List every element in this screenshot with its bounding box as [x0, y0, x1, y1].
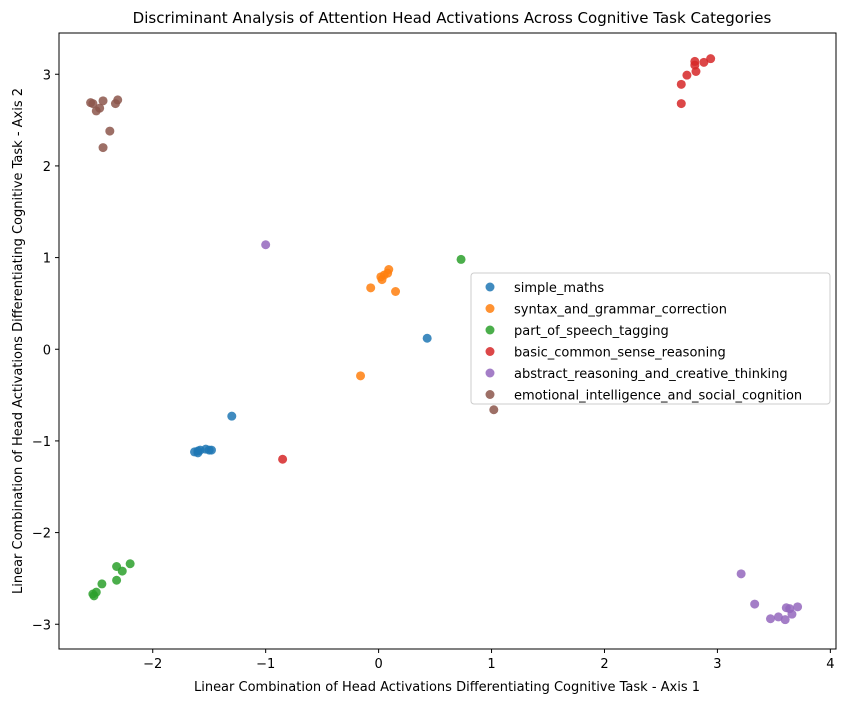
data-point — [391, 287, 401, 296]
x-tick-label: 1 — [487, 657, 495, 672]
x-axis-label: Linear Combination of Head Activations D… — [194, 680, 700, 695]
data-point — [780, 615, 790, 625]
y-tick-label: 3 — [43, 68, 51, 83]
y-axis-label: Linear Combination of Head Activations D… — [11, 88, 26, 594]
legend-label: part_of_speech_tagging — [514, 324, 669, 339]
x-tick-label: −1 — [256, 657, 275, 672]
data-point — [97, 579, 107, 589]
data-point — [676, 99, 686, 109]
y-tick-label: 1 — [43, 252, 51, 267]
data-point — [98, 143, 108, 153]
series-abstract_reasoning_and_creative_thinking — [261, 240, 803, 625]
chart-title: Discriminant Analysis of Attention Head … — [133, 9, 772, 27]
legend: simple_maths syntax_and_grammar_correctio… — [470, 272, 831, 405]
x-tick-label: 3 — [713, 657, 721, 672]
data-point — [206, 445, 216, 455]
data-point — [113, 95, 123, 105]
data-point — [676, 79, 686, 89]
x-tick-label: 4 — [826, 657, 834, 672]
legend-label: abstract_reasoning_and_creative_thinking — [514, 367, 788, 382]
series-emotional_intelligence_and_social_cognition — [86, 95, 499, 415]
legend-marker — [485, 282, 495, 292]
legend-marker — [485, 368, 495, 378]
data-point — [227, 411, 237, 421]
data-points — [86, 54, 803, 625]
data-point — [765, 614, 775, 624]
data-point — [773, 612, 783, 622]
data-point — [105, 126, 115, 136]
data-point — [456, 254, 466, 264]
data-point — [750, 599, 760, 609]
data-point — [691, 67, 701, 76]
legend-marker — [485, 347, 495, 356]
data-point — [384, 265, 394, 274]
legend-marker — [485, 304, 495, 313]
x-axis-ticks: −2 −1 0 1 2 3 4 — [143, 649, 834, 672]
data-point — [366, 283, 376, 293]
series-syntax_and_grammar_correction — [356, 265, 401, 381]
legend-marker — [485, 390, 495, 399]
y-tick-label: 0 — [43, 343, 51, 358]
legend-box — [470, 272, 831, 405]
data-point — [261, 240, 271, 250]
data-point — [88, 99, 98, 109]
y-tick-label: −3 — [32, 618, 51, 633]
data-point — [787, 609, 797, 619]
data-point — [699, 57, 709, 67]
y-tick-label: −2 — [32, 527, 51, 542]
series-simple_maths — [190, 333, 432, 458]
y-axis-ticks: −3 −2 −1 0 1 2 3 — [32, 68, 59, 633]
legend-marker — [485, 325, 495, 335]
data-point — [356, 371, 366, 381]
data-point — [793, 602, 803, 612]
series-basic_common_sense_reasoning — [278, 54, 716, 464]
x-tick-label: −2 — [143, 657, 162, 672]
legend-label: basic_common_sense_reasoning — [514, 346, 726, 361]
data-point — [489, 405, 499, 415]
data-point — [112, 575, 122, 585]
series-part_of_speech_tagging — [88, 254, 466, 601]
legend-label: emotional_intelligence_and_social_cognit… — [514, 389, 802, 404]
y-tick-label: 2 — [43, 160, 51, 175]
data-point — [117, 566, 127, 576]
x-tick-label: 0 — [374, 657, 382, 672]
data-point — [91, 587, 101, 597]
data-point — [736, 569, 746, 579]
data-point — [422, 333, 432, 343]
data-point — [682, 70, 692, 80]
legend-label: simple_maths — [514, 281, 604, 296]
x-tick-label: 2 — [600, 657, 608, 672]
data-point — [125, 559, 135, 569]
data-point — [706, 54, 716, 64]
data-point — [690, 56, 700, 66]
legend-label: syntax_and_grammar_correction — [514, 303, 727, 318]
data-point — [98, 96, 108, 106]
data-point — [278, 454, 288, 464]
data-point — [95, 103, 105, 113]
y-tick-label: −1 — [32, 435, 51, 450]
